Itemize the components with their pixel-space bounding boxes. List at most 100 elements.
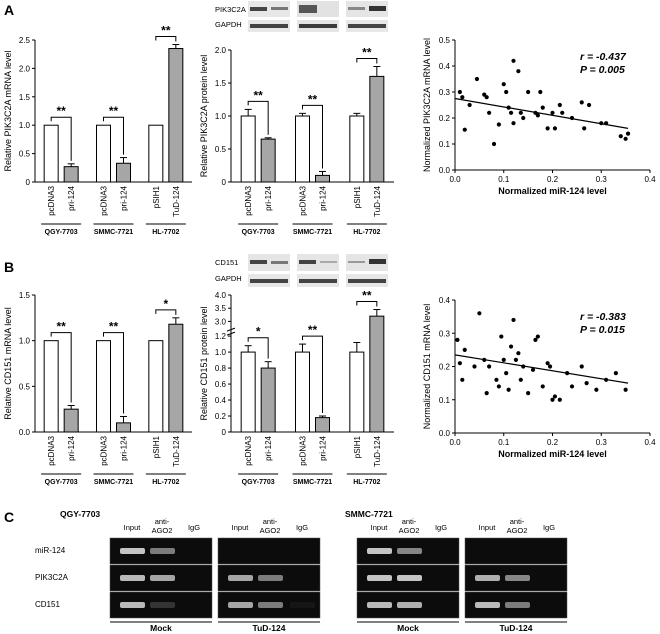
y-axis-label: Relative CD151 mRNA level [3,307,13,420]
data-point [474,76,480,82]
significance-mark: ** [362,289,372,303]
y-tick-label: 0.8 [215,364,227,373]
data-point [457,89,462,95]
category-label: pSIH1 [152,185,161,208]
blot-label-gapdh: GAPDH [215,20,242,29]
gel-band [258,575,283,581]
gel-band [120,575,145,581]
data-point [594,387,599,392]
group-label: HL-7702 [152,479,179,486]
data-point [455,337,460,342]
data-point [484,95,489,100]
x-axis-label: Normalized miR-124 level [498,186,607,196]
chart-cd151-correlation: 0.0 0.1 0.2 0.3 0.4 0.0 0.1 0.2 0.3 0.4 Normalized… [422,296,656,459]
category-label: pcDNA3 [47,435,56,465]
blot-strip [346,254,388,271]
category-label: pri-124 [319,185,328,210]
data-point [545,361,550,366]
significance-mark: ** [56,104,66,118]
bar [148,124,164,183]
y-tick-label: 0.2 [439,114,451,123]
significance-mark: * [256,325,261,339]
significance-bracket [103,332,124,414]
data-point [496,384,501,389]
bar [63,408,79,433]
lane-label: Input [124,523,142,532]
bar [43,124,59,183]
blot-band [299,5,317,13]
blot-band [348,279,386,283]
significance-mark: ** [362,46,372,60]
gel-band [475,602,500,608]
panel-label-c: C [4,509,14,525]
data-point [460,95,465,100]
data-point [569,384,575,389]
data-point [462,347,467,352]
y-tick-label: 0.2 [215,412,227,421]
bar [63,166,79,183]
data-point [538,89,543,95]
gel-block [217,537,321,565]
data-point [535,113,540,118]
category-label: pri-124 [67,185,76,210]
y-tick-label: 0 [222,428,227,437]
data-point [506,387,511,392]
category-label: TuD-124 [373,435,382,466]
y-tick-label: 0.3 [439,88,451,97]
data-point [516,69,521,74]
category-label: pSIH1 [152,435,161,458]
blot-label-pik3c2a: PIK3C2A [215,5,246,14]
y-tick-label: 0.4 [215,396,227,405]
blot-band [250,24,288,28]
group-label: SMMC-7721 [293,479,332,486]
data-point [618,134,623,139]
significance-bracket [356,58,378,64]
gel-band [120,548,145,554]
significance-mark: ** [109,320,119,334]
axis-break-mark [226,327,236,332]
blot-band [369,6,386,11]
gel-band [258,602,283,608]
category-label: pri-124 [120,435,129,460]
significance-bracket [302,104,323,169]
data-point [487,364,492,369]
y-tick-label: 0.0 [439,166,451,175]
blot-band [348,24,386,28]
category-label: pcDNA3 [299,435,308,465]
data-point [487,110,492,115]
y-tick-label: 0.2 [439,363,451,372]
y-tick-label: 2.0 [215,46,227,55]
x-tick-label: 0.0 [449,438,461,447]
data-point [550,110,555,115]
significance-bracket [247,100,269,135]
bar [116,162,131,183]
y-tick-label: 1.2 [215,332,227,341]
bar [168,323,184,433]
gel-band [367,575,392,581]
significance-bracket [356,301,378,307]
data-point [540,105,545,110]
blot-strip [297,254,339,271]
blot-label-cd151: CD151 [215,258,238,267]
category-label: TuD-124 [172,185,181,216]
data-point [508,344,514,349]
data-point [457,361,462,366]
data-point [547,364,553,369]
blot-band [271,261,288,264]
y-axis-label: Relative PIK3C2A protein level [199,55,209,178]
y-tick-label: 0.5 [215,145,227,154]
lane-label: AGO2 [260,526,281,535]
significance-mark: ** [253,88,263,102]
data-point [540,384,545,389]
y-tick-label: 3.0 [215,317,227,326]
cell-line-label: SMMC-7721 [345,509,393,519]
y-axis-label: Normalized CD151 mRNA level [422,304,432,430]
correlation-p: P = 0.005 [580,64,625,76]
data-point [518,110,523,115]
y-tick-label: 1.0 [19,337,31,346]
data-point [501,82,506,87]
group-label: QGY-7703 [45,229,78,236]
bar [96,340,111,433]
group-label: HL-7702 [353,229,380,236]
lane-label: Input [371,523,389,532]
